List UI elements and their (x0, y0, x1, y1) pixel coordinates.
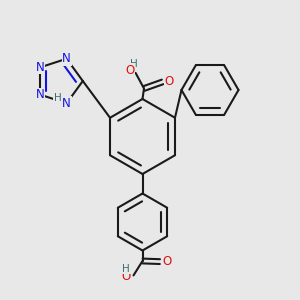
Text: O: O (122, 270, 131, 284)
Text: O: O (162, 255, 171, 268)
Text: O: O (165, 75, 174, 88)
Text: N: N (36, 61, 45, 74)
Text: H: H (54, 93, 61, 103)
Text: H: H (122, 264, 130, 274)
Text: N: N (62, 97, 71, 110)
Text: N: N (62, 52, 71, 65)
Text: O: O (126, 64, 135, 77)
Text: N: N (36, 88, 45, 101)
Text: H: H (130, 59, 138, 70)
